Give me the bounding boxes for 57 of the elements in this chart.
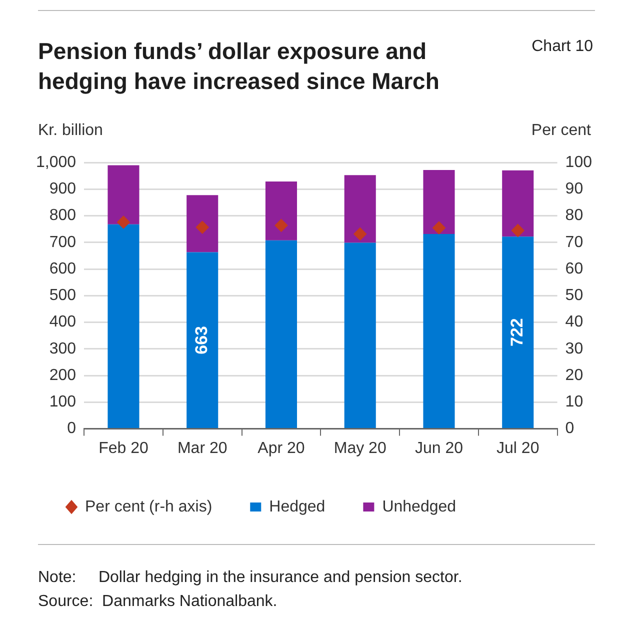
- bar: [423, 234, 455, 428]
- point: [274, 218, 288, 232]
- y-tick-label: 800: [49, 207, 76, 224]
- x-tick-label: Jun 20: [414, 440, 464, 457]
- bar: [344, 175, 376, 243]
- y-tick-label: 0: [67, 420, 76, 438]
- legend-label: Per cent (r-h axis): [85, 498, 212, 516]
- y-tick-label: 100: [49, 394, 76, 411]
- data-label: 663: [192, 326, 212, 354]
- point: [116, 216, 130, 229]
- y2-tick-label: 100: [565, 154, 592, 172]
- bar: [265, 240, 298, 428]
- bar: [108, 224, 140, 428]
- bar: [502, 170, 534, 237]
- bar: [502, 236, 534, 428]
- data-label: 722: [508, 318, 527, 347]
- y2-tick-label: 0: [565, 420, 574, 438]
- point: [354, 227, 367, 240]
- y-tick-label: 300: [49, 340, 76, 358]
- y2-tick-label: 70: [565, 234, 584, 251]
- y2-tick-label: 40: [565, 314, 584, 331]
- caption: Chart 10: [532, 38, 593, 56]
- point: [432, 221, 446, 234]
- y-tick-label: 500: [49, 287, 76, 304]
- x-tick-label: Apr 20: [258, 440, 305, 457]
- bar: [186, 252, 218, 428]
- chart-title: Pension funds’ dollar exposure and hedging have increased since March: [38, 37, 440, 96]
- y2-tick-label: 30: [565, 340, 584, 358]
- bar: [423, 170, 455, 234]
- y2-tick-label: 60: [565, 260, 584, 278]
- y2-tick-label: 90: [565, 180, 584, 198]
- y-tick-label: 700: [49, 234, 76, 251]
- x-tick-label: Feb 20: [98, 440, 148, 457]
- legend-label: Hedged: [269, 498, 326, 516]
- legend-label: Unhedged: [382, 498, 456, 516]
- bar: [344, 242, 376, 428]
- x-tick-label: Mar 20: [177, 440, 228, 457]
- y-tick-label: 400: [49, 314, 76, 331]
- point: [511, 224, 524, 237]
- text: Note: Dollar hedging in the insurance and pension sector.: [38, 569, 462, 586]
- bar: [265, 182, 298, 240]
- y-tick-label: 200: [49, 366, 76, 384]
- x-tick-label: Jul 20: [496, 440, 540, 457]
- y-tick-label: 900: [49, 180, 76, 198]
- y2-tick-label: 80: [565, 207, 584, 224]
- y2-axis-title: Per cent: [531, 122, 591, 140]
- y2-tick-label: 10: [565, 394, 584, 411]
- y-axis-title: Kr. billion: [38, 122, 103, 140]
- y-tick-label: 1,000: [36, 154, 76, 172]
- point: [196, 220, 209, 234]
- bar: [108, 165, 140, 224]
- x-tick-label: May 20: [334, 440, 386, 457]
- bar: [186, 195, 218, 252]
- source-note: Source: Danmarks Nationalbank.: [38, 593, 278, 610]
- y2-tick-label: 20: [565, 366, 584, 384]
- y-tick-label: 600: [49, 260, 76, 278]
- y2-tick-label: 50: [565, 287, 584, 304]
